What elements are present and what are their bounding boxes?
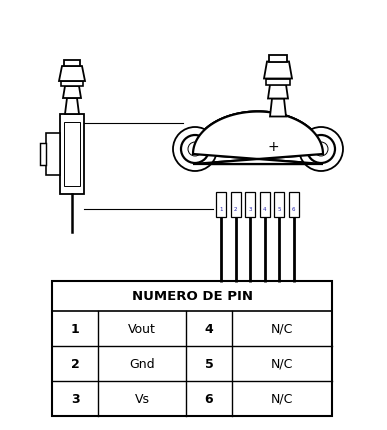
Polygon shape [270, 99, 286, 117]
Bar [64, 123, 80, 187]
Bar [46, 134, 60, 175]
Polygon shape [65, 99, 79, 115]
Bar [61, 82, 83, 87]
Text: 5: 5 [277, 206, 281, 212]
Text: Gnd: Gnd [129, 357, 155, 370]
Text: 1: 1 [219, 206, 223, 212]
Text: 4: 4 [205, 322, 213, 335]
Bar [274, 192, 284, 217]
Polygon shape [193, 112, 323, 165]
Text: Vout: Vout [128, 322, 156, 335]
Text: 2: 2 [70, 357, 79, 370]
Polygon shape [63, 87, 81, 99]
Bar [64, 61, 80, 67]
Text: 6: 6 [205, 392, 213, 405]
Bar [216, 192, 226, 217]
Text: 3: 3 [71, 392, 79, 405]
Bar [269, 55, 287, 62]
Circle shape [181, 136, 209, 164]
Text: Vs: Vs [135, 392, 149, 405]
Bar [191, 159, 325, 199]
Ellipse shape [193, 112, 323, 197]
Text: 1: 1 [70, 322, 79, 335]
Ellipse shape [299, 128, 343, 172]
Text: +: + [267, 140, 279, 154]
Text: N/C: N/C [271, 322, 293, 335]
Text: 2: 2 [234, 206, 237, 212]
Text: N/C: N/C [271, 392, 293, 405]
Bar [231, 192, 240, 217]
Bar [60, 115, 84, 194]
Bar [245, 192, 255, 217]
Bar [40, 144, 46, 166]
Bar [52, 281, 332, 416]
Polygon shape [264, 62, 292, 79]
Bar [260, 192, 269, 217]
Text: NUMERO DE PIN: NUMERO DE PIN [132, 290, 252, 303]
Polygon shape [193, 112, 323, 165]
Text: 5: 5 [205, 357, 213, 370]
Text: 6: 6 [292, 206, 295, 212]
Circle shape [307, 136, 335, 164]
Polygon shape [59, 67, 85, 82]
Text: 4: 4 [263, 206, 266, 212]
Bar [266, 79, 290, 85]
Bar [288, 192, 298, 217]
Text: 3: 3 [248, 206, 252, 212]
Text: N/C: N/C [271, 357, 293, 370]
Polygon shape [268, 85, 288, 99]
Ellipse shape [173, 128, 217, 172]
